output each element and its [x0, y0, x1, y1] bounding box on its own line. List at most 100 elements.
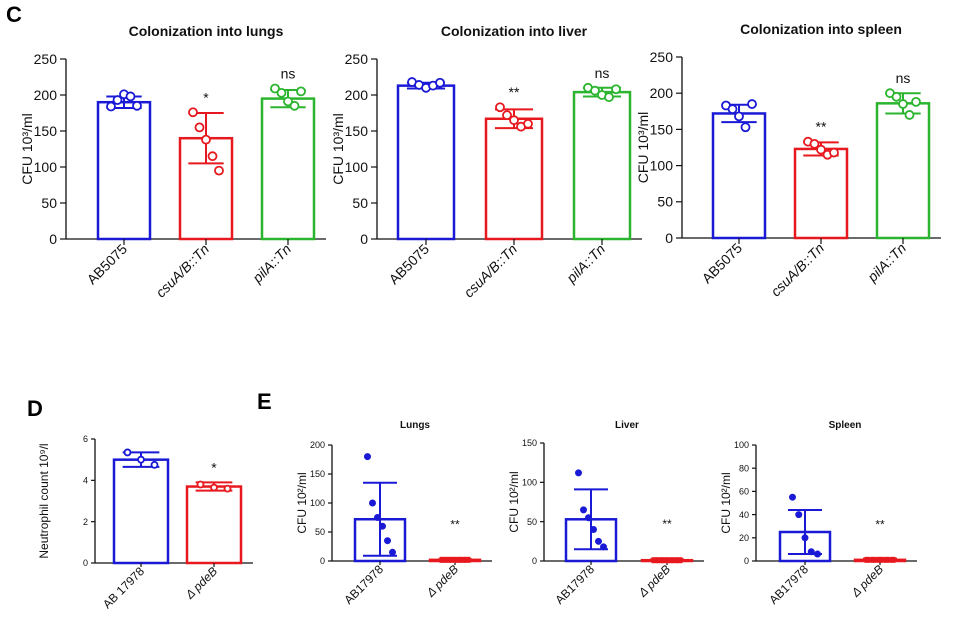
y-tick-label: 100 — [345, 159, 369, 175]
bar — [112, 458, 170, 565]
x-tick-label: Δ pdeB — [635, 562, 673, 600]
y-tick-label: 250 — [34, 51, 58, 67]
data-point — [132, 100, 142, 111]
significance-label: ** — [875, 518, 885, 532]
y-tick-label: 200 — [310, 440, 325, 450]
significance-label: ns — [896, 70, 911, 86]
y-axis-label: CFU 10³/ml — [19, 113, 35, 185]
chart-6: Spleen CFU 10²/ml 0 20 40 60 80 100 AB17978 ** Δ p… — [719, 420, 917, 607]
panel-letter-c: C — [6, 2, 22, 27]
data-point — [816, 144, 826, 155]
y-tick-label: 60 — [739, 487, 749, 497]
data-point — [747, 99, 757, 109]
chart-0: Colonization into lungs CFU 10³/ml 0 50 100 1… — [19, 23, 326, 301]
chart-title: Colonization into lungs — [129, 23, 284, 39]
data-point — [201, 134, 211, 145]
x-tick-label: AB5075 — [386, 241, 433, 288]
y-tick-label: 200 — [650, 85, 674, 101]
data-point — [789, 493, 796, 501]
x-tick-label: Δ pdeB — [182, 564, 220, 602]
data-point — [891, 91, 902, 102]
y-tick-label: 0 — [665, 230, 673, 246]
data-point — [374, 514, 381, 521]
bar — [793, 147, 849, 240]
significance-label: ** — [450, 518, 460, 532]
data-point — [651, 557, 658, 564]
data-point — [585, 514, 592, 522]
data-point — [666, 557, 673, 564]
data-point — [210, 483, 218, 492]
chart-3: Neutrophil count 10⁹/l 0 2 4 6 AB 17978 * Δ pde… — [37, 434, 253, 611]
bar — [185, 485, 243, 565]
chart-5: Liver CFU 10²/ml 0 50 100 150 AB17978 ** Δ pdeB — [507, 420, 704, 607]
data-point — [661, 557, 668, 564]
data-point — [123, 448, 132, 457]
significance-label: ns — [281, 66, 296, 82]
x-tick-label: pilA::Tn — [864, 240, 910, 286]
x-tick-label: AB17978 — [341, 562, 386, 607]
significance-label: * — [211, 459, 217, 475]
data-point — [904, 110, 915, 120]
data-point — [444, 556, 451, 563]
data-point — [600, 543, 607, 551]
y-tick-label: 40 — [739, 510, 749, 520]
data-point — [889, 556, 896, 563]
data-point — [435, 77, 445, 88]
y-axis-label: CFU 10²/ml — [719, 472, 733, 533]
y-tick-label: 80 — [739, 463, 749, 473]
data-point — [676, 557, 683, 564]
data-point — [656, 557, 663, 564]
y-tick-label: 250 — [345, 51, 369, 67]
y-tick-label: 100 — [650, 158, 674, 174]
data-point — [580, 506, 587, 514]
y-tick-label: 150 — [310, 469, 325, 479]
y-tick-label: 100 — [734, 440, 749, 450]
data-point — [188, 107, 198, 118]
data-point — [223, 484, 232, 493]
data-point — [296, 86, 306, 97]
data-point — [911, 96, 921, 107]
chart-title: Lungs — [400, 420, 430, 431]
data-point — [214, 165, 224, 176]
y-tick-label: 2 — [83, 517, 88, 527]
chart-2: Colonization into spleen CFU 10³/ml 0 50 100… — [635, 21, 941, 300]
bar — [260, 97, 316, 241]
x-tick-label: csuA/B::Tn — [767, 240, 827, 300]
y-tick-label: 150 — [34, 123, 58, 139]
data-point — [150, 460, 159, 469]
panel-letter-d: D — [27, 396, 43, 421]
y-tick-label: 0 — [320, 556, 325, 566]
significance-label: ** — [816, 119, 827, 135]
y-tick-label: 250 — [650, 49, 674, 65]
y-tick-label: 20 — [739, 533, 749, 543]
significance-label: ** — [509, 84, 520, 100]
data-point — [590, 526, 597, 534]
y-tick-label: 100 — [310, 498, 325, 508]
data-point — [807, 548, 815, 556]
data-point — [883, 556, 890, 563]
chart-1: Colonization into liver CFU 10³/ml 0 50 100 1… — [330, 23, 642, 301]
significance-label: * — [203, 89, 209, 105]
chart-title: Colonization into spleen — [740, 21, 902, 37]
data-point — [364, 453, 371, 461]
data-point — [727, 104, 738, 115]
y-tick-label: 50 — [527, 517, 537, 527]
y-tick-label: 50 — [657, 194, 673, 210]
data-point — [112, 95, 123, 105]
y-axis-label: CFU 10²/ml — [295, 472, 309, 533]
y-tick-label: 4 — [83, 475, 88, 485]
chart-title: Spleen — [829, 420, 862, 431]
data-point — [611, 84, 621, 95]
x-tick-label: AB 17978 — [100, 564, 147, 611]
x-tick-label: Δ pdeB — [848, 562, 886, 600]
y-tick-label: 200 — [345, 87, 369, 103]
data-point — [369, 499, 376, 507]
y-tick-label: 150 — [345, 123, 369, 139]
data-point — [809, 138, 820, 149]
data-point — [106, 101, 116, 112]
y-tick-label: 100 — [34, 159, 58, 175]
y-tick-label: 6 — [83, 434, 88, 444]
chart-title: Colonization into liver — [441, 23, 588, 39]
y-tick-label: 0 — [83, 558, 88, 568]
